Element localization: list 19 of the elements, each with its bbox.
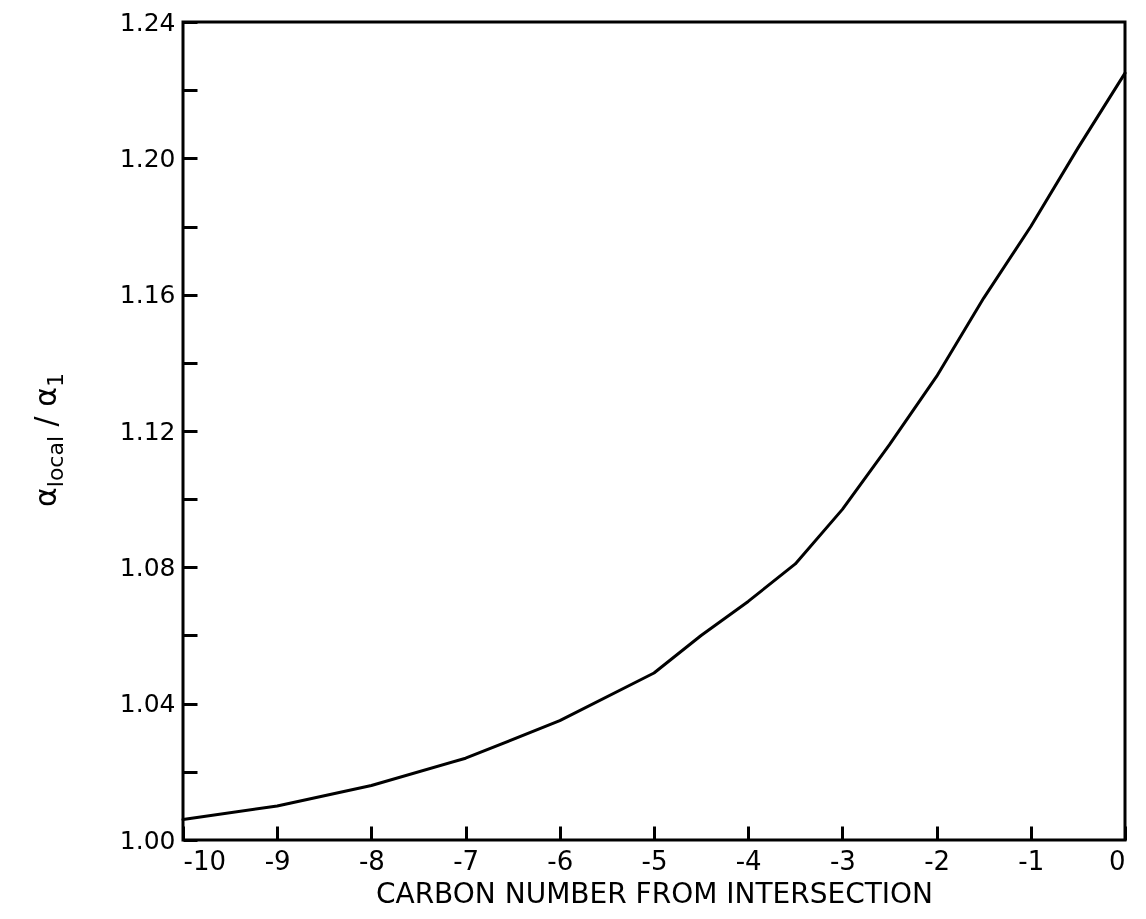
y-tick-label: 1.08 (119, 552, 176, 582)
y-tick-label: 1.20 (119, 143, 176, 173)
x-tick-label: -4 (735, 845, 762, 876)
x-tick-label: -7 (453, 845, 480, 876)
x-tick-label: -1 (1018, 845, 1045, 876)
x-axis-title: CARBON NUMBER FROM INTERSECTION (375, 876, 934, 910)
x-tick-label: -10 (183, 845, 226, 876)
y-tick-label: 1.00 (119, 825, 176, 855)
x-tick-label: -3 (829, 845, 856, 876)
x-tick-label: -5 (641, 845, 668, 876)
x-tick-label: -6 (547, 845, 574, 876)
y-tick-label: 1.12 (119, 416, 176, 446)
x-tick-label: -8 (358, 845, 385, 876)
y-tick-label: 1.24 (119, 7, 176, 37)
x-tick-label: -2 (924, 845, 951, 876)
x-tick-label: -9 (264, 845, 291, 876)
x-tick-label: 0 (1108, 845, 1126, 876)
y-tick-label: 1.04 (119, 689, 176, 719)
y-tick-label: 1.16 (119, 280, 176, 310)
